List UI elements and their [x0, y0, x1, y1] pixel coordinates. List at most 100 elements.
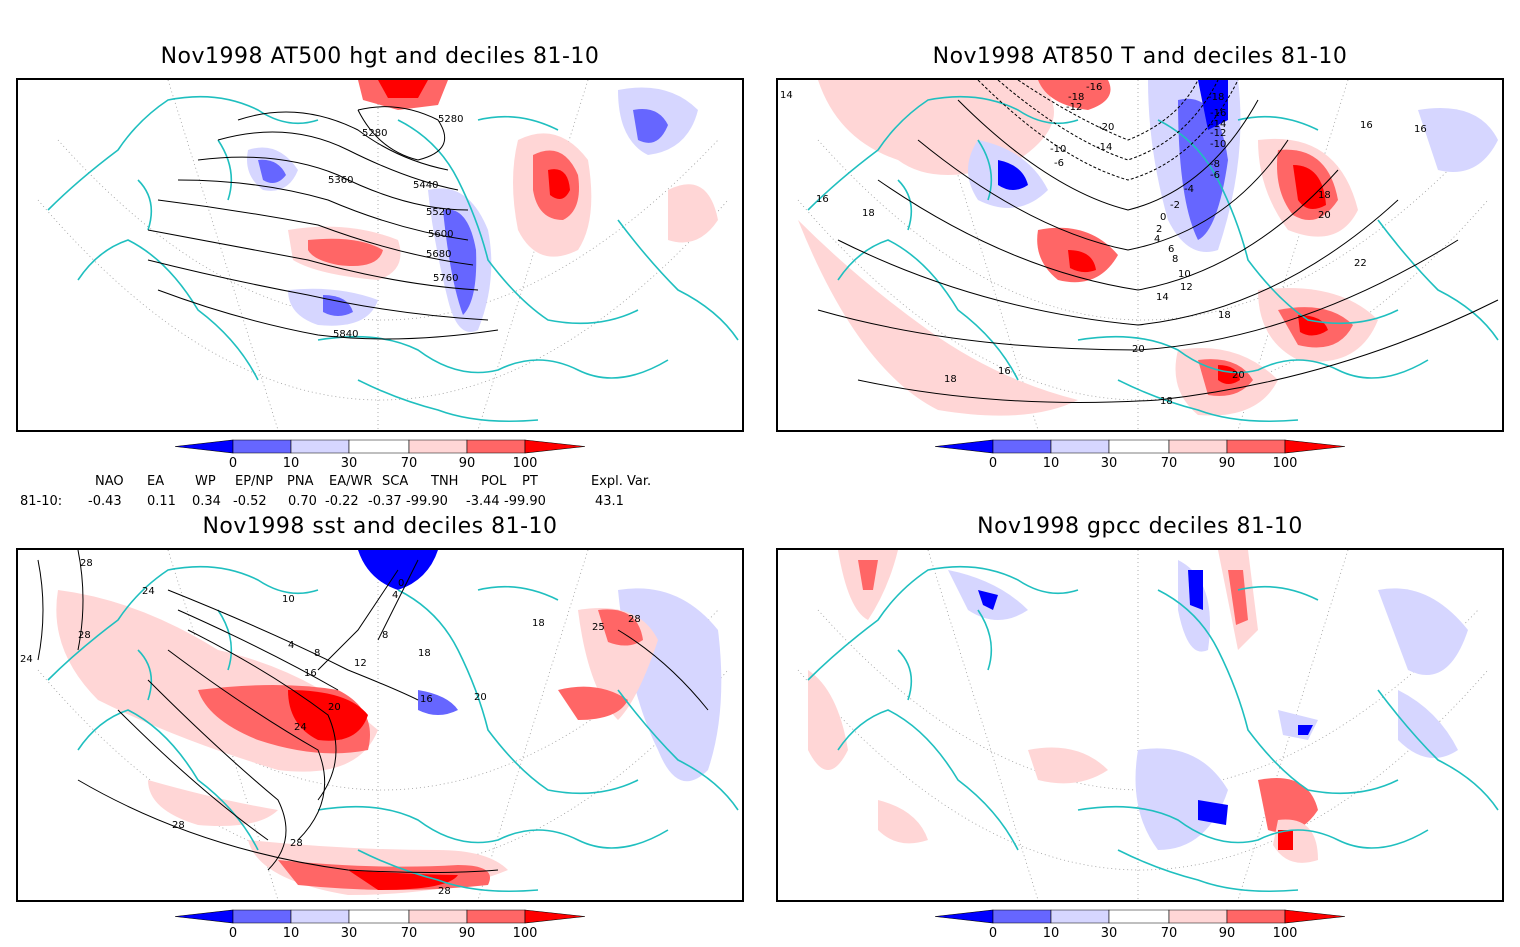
contour-label: -14	[1210, 119, 1226, 130]
colorbar-tick-label: 100	[1272, 926, 1298, 941]
contour-label: -18	[1208, 92, 1224, 103]
colorbar-scale	[175, 909, 585, 924]
contour-label: 0	[398, 578, 404, 589]
coastlines	[807, 565, 1499, 893]
colorbar-segment	[1284, 909, 1345, 924]
index-value: 43.1	[595, 494, 624, 509]
contour-label: 16	[420, 694, 433, 705]
panel-title-t850: Nov1998 AT850 T and deciles 81-10	[932, 44, 1348, 69]
contour-label: 0	[1160, 212, 1166, 223]
index-value: 0.70	[288, 494, 317, 509]
contour-label: 18	[862, 208, 875, 219]
index-value: -0.43	[88, 494, 122, 509]
contour-label: 28	[290, 838, 303, 849]
contour-label: 18	[1318, 190, 1331, 201]
colorbar-segment	[992, 439, 1052, 454]
contour-label: 16	[1360, 120, 1373, 131]
colorbar-tick-label: 70	[400, 926, 418, 941]
contour-label: 8	[1172, 254, 1178, 265]
colorbar-segment	[1226, 909, 1286, 924]
contour-label: 28	[438, 886, 451, 897]
panel-title-sst: Nov1998 sst and deciles 81-10	[202, 514, 558, 539]
contour-label: -6	[1054, 158, 1064, 169]
contour-label: 28	[80, 558, 93, 569]
colorbar-tick-label: 10	[282, 926, 300, 941]
contour-label: -16	[1210, 108, 1226, 119]
index-value: -99.90	[504, 494, 546, 509]
index-value: -3.44	[466, 494, 500, 509]
coastlines	[47, 95, 739, 423]
decile-shading	[247, 80, 718, 332]
colorbar-segment	[348, 909, 410, 924]
contour-label: -4	[1184, 184, 1194, 195]
contour-label: 4	[1154, 234, 1160, 245]
contour-label: -12	[1210, 128, 1226, 139]
colorbar-tick-label: 90	[1218, 456, 1236, 471]
colorbar-tick-label: 70	[400, 456, 418, 471]
colorbar-segment	[232, 909, 292, 924]
contour-label: 20	[328, 702, 341, 713]
contour-label: -2	[1170, 200, 1180, 211]
contour-label: 18	[944, 374, 957, 385]
map-grid	[797, 550, 1489, 900]
colorbar-segment	[175, 909, 234, 924]
colorbar-segment	[992, 909, 1052, 924]
colorbar-tick-label: 90	[1218, 926, 1236, 941]
contour-label-set: 5280 5280 5360 5440 5520 5600 5680 5760 …	[328, 114, 463, 340]
colorbar-segment	[408, 439, 468, 454]
colorbar-scale	[175, 439, 585, 454]
colorbar-tick-label: 0	[988, 926, 998, 941]
contour-lines	[37, 550, 709, 873]
colorbar-segment	[1168, 909, 1228, 924]
colorbar-tick-label: 0	[988, 456, 998, 471]
contour-label: -8	[1210, 159, 1220, 170]
colorbar-segment	[466, 909, 526, 924]
contour-label: 24	[142, 586, 155, 597]
colorbar-segment	[935, 909, 994, 924]
colorbar-segment	[1168, 439, 1228, 454]
colorbar-segment	[1108, 439, 1170, 454]
contour-label: -16	[1086, 82, 1102, 93]
colorbar-tick-label: 90	[458, 926, 476, 941]
index-header: POL	[481, 474, 507, 489]
colorbar-scale	[935, 909, 1345, 924]
index-header: WP	[195, 474, 216, 489]
decile-shading	[798, 80, 1498, 416]
index-value: -0.37	[368, 494, 402, 509]
decile-shading	[808, 550, 1468, 863]
index-header: Expl. Var.	[591, 474, 652, 489]
contour-label: 28	[78, 630, 91, 641]
colorbar-tick-label: 10	[282, 456, 300, 471]
colorbar-segment	[232, 439, 292, 454]
colorbar-tick-label: 100	[512, 926, 538, 941]
panel-title-hgt500: Nov1998 AT500 hgt and deciles 81-10	[160, 44, 600, 69]
map-panel-hgt500: 5280 5280 5360 5440 5520 5600 5680 5760 …	[16, 78, 744, 432]
contour-label: 8	[382, 630, 388, 641]
colorbar-tick-label: 70	[1160, 456, 1178, 471]
contour-label: 12	[1180, 282, 1193, 293]
contour-label: 4	[392, 590, 398, 601]
contour-label: 18	[1218, 310, 1231, 321]
index-value: -0.52	[233, 494, 267, 509]
decile-shading	[56, 550, 722, 895]
contour-label: 24	[294, 722, 307, 733]
contour-label: 5520	[426, 207, 451, 218]
colorbar-segment	[408, 909, 468, 924]
contour-label: 5280	[438, 114, 463, 125]
contour-label: 28	[628, 614, 641, 625]
index-header: EA	[147, 474, 165, 489]
contour-label: -14	[1096, 142, 1112, 153]
index-header: TNH	[431, 474, 459, 489]
contour-label: 14	[780, 90, 793, 101]
colorbar-segment	[524, 909, 585, 924]
panel-title-gpcc: Nov1998 gpcc deciles 81-10	[977, 514, 1303, 539]
map-grid	[797, 80, 1489, 430]
contour-label: -12	[1066, 102, 1082, 113]
map-panel-gpcc	[776, 548, 1504, 902]
contour-label: -18	[1068, 92, 1084, 103]
index-row-label: 81-10:	[20, 494, 63, 509]
index-header: NAO	[95, 474, 124, 489]
index-value: 0.11	[147, 494, 176, 509]
contour-label: 16	[816, 194, 829, 205]
contour-label: -20	[1098, 122, 1114, 133]
